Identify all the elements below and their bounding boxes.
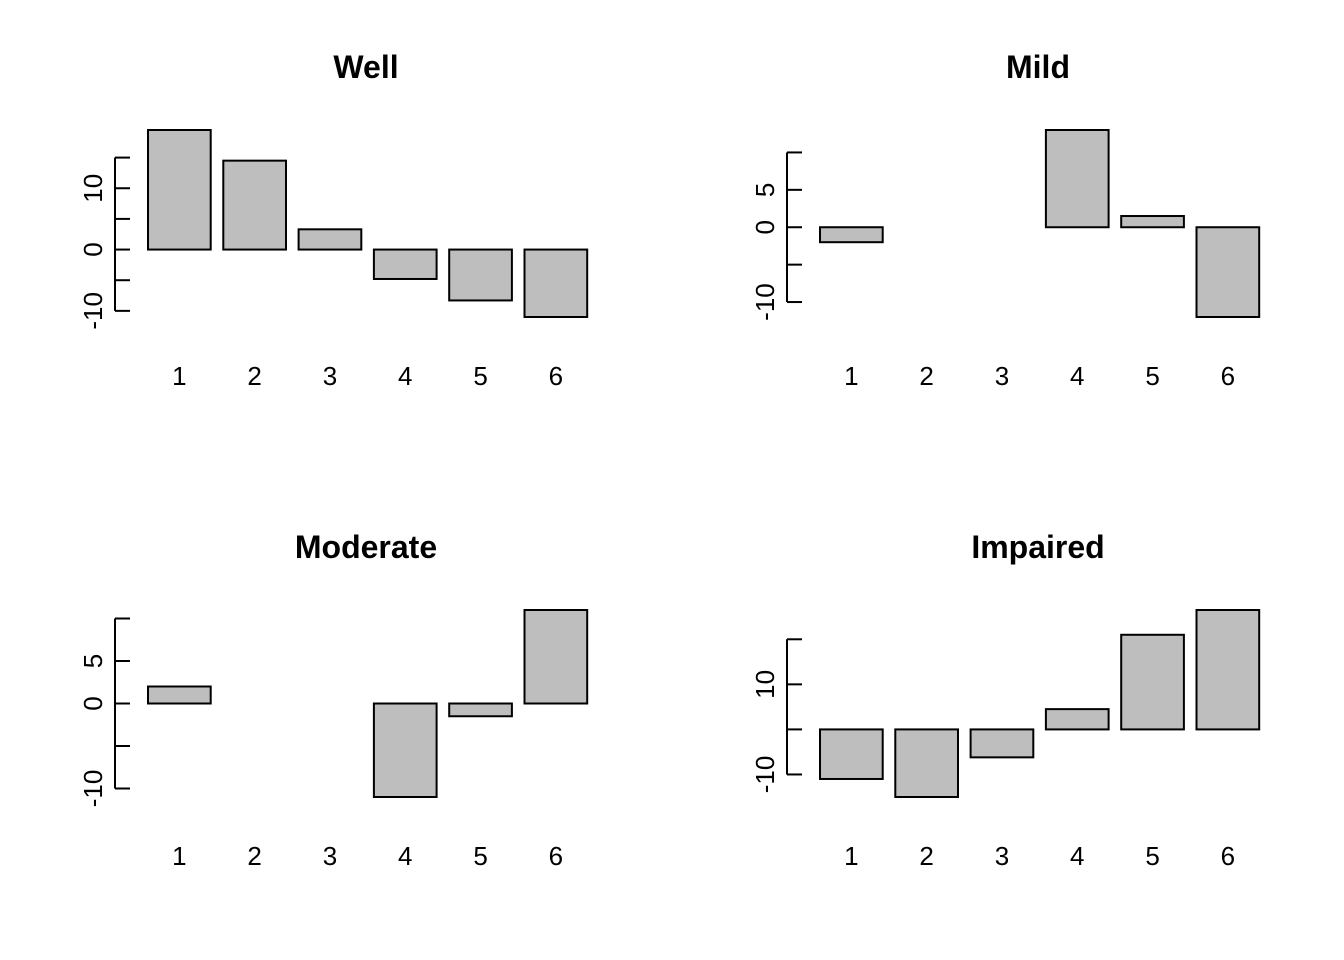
x-tick-label: 6 — [1221, 361, 1235, 391]
x-tick-label: 5 — [1145, 361, 1159, 391]
bar-1 — [819, 226, 884, 244]
chart-title: Impaired — [971, 529, 1104, 565]
bar-3 — [969, 728, 1035, 759]
bar-4 — [1044, 129, 1110, 229]
x-tick-label: 2 — [247, 841, 261, 871]
y-tick-label: -10 — [750, 283, 780, 321]
y-tick-label: 0 — [78, 242, 108, 256]
bar-1 — [819, 728, 884, 780]
y-tick-label: 10 — [78, 174, 108, 203]
bar-5 — [448, 702, 513, 718]
y-tick-label: 5 — [78, 654, 108, 668]
chart-title: Moderate — [295, 529, 437, 565]
y-tick-label: 0 — [750, 220, 780, 234]
x-tick-label: 3 — [323, 361, 337, 391]
y-tick-label: 5 — [750, 183, 780, 197]
chart-panel-4: Impaired -10 10 1 2 3 4 5 6 — [750, 529, 1261, 871]
bar-5 — [448, 248, 513, 302]
x-tick-label: 5 — [473, 361, 487, 391]
y-tick-label: -10 — [78, 292, 108, 330]
bar-5 — [1120, 633, 1185, 731]
y-tick-label: -10 — [78, 770, 108, 808]
bar-4 — [372, 702, 438, 798]
bar-6 — [1195, 609, 1261, 731]
x-tick-label: 1 — [172, 841, 186, 871]
x-tick-label: 1 — [844, 841, 858, 871]
bar-2 — [894, 728, 959, 799]
chart-panel-2: Mild -10 0 5 1 2 3 4 5 6 — [750, 49, 1261, 391]
x-tick-label: 4 — [1070, 361, 1084, 391]
bar-2 — [222, 159, 288, 251]
x-tick-label: 4 — [398, 361, 412, 391]
x-tick-label: 2 — [919, 361, 933, 391]
x-tick-label: 6 — [549, 841, 563, 871]
y-tick-label: -10 — [750, 756, 780, 794]
bar-4 — [1044, 708, 1110, 731]
chart-title: Well — [333, 49, 398, 85]
x-tick-label: 4 — [1070, 841, 1084, 871]
bar-3 — [297, 228, 363, 251]
x-tick-label: 2 — [247, 361, 261, 391]
chart-title: Mild — [1006, 49, 1070, 85]
x-tick-label: 1 — [844, 361, 858, 391]
bar-4 — [372, 248, 438, 280]
y-tick-label: 10 — [750, 670, 780, 699]
x-tick-label: 4 — [398, 841, 412, 871]
x-tick-label: 5 — [1145, 841, 1159, 871]
bar-6 — [523, 248, 589, 318]
chart-panel-3: Moderate -10 0 5 1 2 3 4 5 6 — [78, 529, 589, 871]
y-tick-label: 0 — [78, 696, 108, 710]
bar-6 — [1195, 226, 1261, 319]
x-tick-label: 6 — [1221, 841, 1235, 871]
x-tick-label: 1 — [172, 361, 186, 391]
x-tick-label: 2 — [919, 841, 933, 871]
x-tick-label: 6 — [549, 361, 563, 391]
x-tick-label: 3 — [995, 841, 1009, 871]
x-tick-label: 3 — [323, 841, 337, 871]
bar-5 — [1120, 215, 1185, 229]
chart-panel-1: Well -10 0 10 1 2 3 4 5 6 — [78, 49, 589, 391]
bar-6 — [523, 609, 589, 705]
bar-1 — [147, 129, 212, 251]
x-tick-label: 3 — [995, 361, 1009, 391]
x-tick-label: 5 — [473, 841, 487, 871]
bar-1 — [147, 685, 212, 705]
